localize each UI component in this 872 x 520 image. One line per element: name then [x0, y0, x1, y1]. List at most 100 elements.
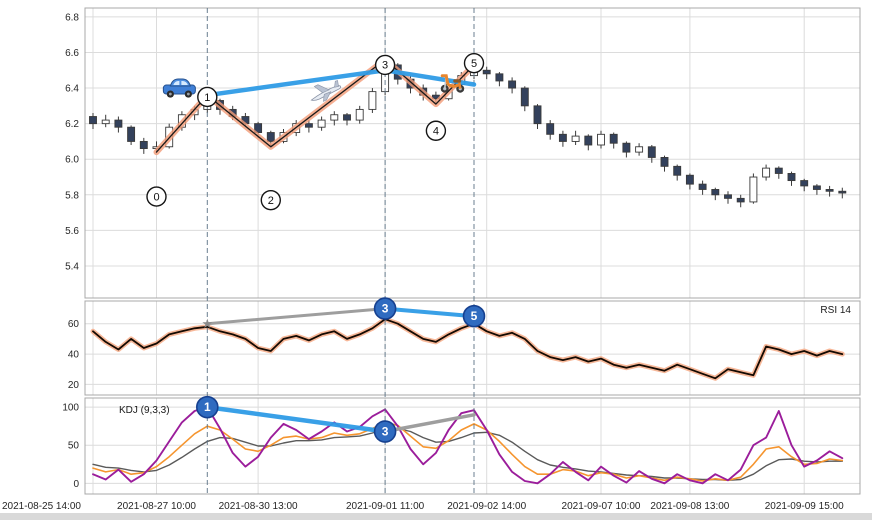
car-hubcap: [168, 92, 172, 96]
rsi-trend-line-blue: [383, 306, 476, 319]
y-tick-label: 5.8: [65, 190, 79, 201]
candle-body: [609, 133, 618, 144]
marker-label: 1: [204, 400, 211, 414]
rsi-trend-line-gray: [205, 307, 387, 326]
marker-circle: [463, 52, 485, 74]
price-marker-0: 0: [146, 186, 167, 207]
candle-body: [660, 156, 669, 167]
x-tick-label: 2021-08-27 10:00: [117, 501, 196, 512]
rsi-indicator-label: RSI 14: [820, 305, 851, 316]
candle-body: [343, 114, 351, 121]
candle-body: [635, 146, 644, 153]
candle-body: [774, 167, 783, 174]
airplane-icon: [310, 80, 342, 102]
candle-body: [838, 190, 847, 194]
rsi-marker-5: 5: [462, 304, 486, 328]
candle-body: [571, 135, 580, 142]
x-tick-label: 2021-09-02 14:00: [447, 501, 526, 512]
scooter-rear: [458, 81, 462, 89]
candle-body: [114, 119, 123, 128]
star-marker: ★: [201, 316, 213, 331]
candle-body: [495, 73, 504, 82]
panel-border: [84, 397, 861, 495]
y-tick-label: 0: [73, 479, 79, 490]
price-panel: 6.8 6.6 6.4 6.2 6.0 5.8 5.6 5.4: [65, 7, 861, 299]
marker-label: 3: [382, 425, 389, 439]
marker-label: 0: [153, 191, 159, 203]
price-marker-1: 1: [197, 86, 218, 108]
candle-body: [724, 194, 732, 199]
marker-label: 5: [471, 58, 477, 70]
candle-body: [127, 126, 136, 142]
marker-label: 4: [433, 126, 439, 138]
x-tick-label: 2021-09-09 15:00: [765, 501, 844, 512]
price-marker-3: 3: [374, 54, 396, 76]
candle-body: [520, 87, 529, 107]
y-tick-label: 50: [68, 441, 80, 452]
candle-body: [533, 105, 542, 125]
marker-label: 5: [471, 309, 478, 323]
marker-circle: [196, 395, 219, 419]
scooter-body: [440, 74, 460, 88]
candle-body: [508, 80, 517, 89]
y-tick-label: 40: [68, 350, 80, 361]
x-tick-label: 2021-08-25 14:00: [2, 501, 81, 512]
kdj-trend-line-blue: [205, 404, 388, 434]
candle-body: [698, 183, 707, 190]
zigzag-line: [155, 58, 475, 153]
candle-body: [368, 91, 377, 110]
y-tick-label: 6.0: [65, 155, 79, 166]
panel-background: [85, 8, 860, 298]
x-tick-label: 2021-09-08 13:00: [650, 501, 729, 512]
kdj-k-line: [92, 421, 844, 482]
y-tick-label: 6.4: [65, 84, 79, 95]
plane-wing: [313, 84, 330, 94]
marker-circle: [146, 186, 167, 207]
rsi-line: [92, 318, 844, 380]
candle-body: [254, 123, 263, 133]
candle-body: [622, 142, 631, 153]
candle-body: [800, 180, 809, 187]
kdj-marker-3: 3: [373, 420, 397, 443]
candle-body: [825, 189, 834, 192]
y-tick-label: 6.6: [65, 48, 79, 59]
y-tick-label: 6.2: [65, 119, 79, 130]
plane-fuselage: [310, 85, 342, 101]
car-icon: [162, 78, 196, 98]
candle-body: [812, 185, 821, 190]
kdj-indicator-label: KDJ (9,3,3): [119, 405, 170, 416]
x-tick-label: 2021-09-07 10:00: [562, 501, 641, 512]
kdj-marker-1: 1: [196, 395, 219, 419]
x-tick-label: 2021-09-01 11:00: [346, 501, 425, 512]
price-marker-2: 2: [260, 189, 281, 211]
marker-label: 1: [204, 92, 210, 104]
marker-circle: [374, 54, 396, 76]
bottom-strip: [0, 513, 872, 520]
marker-circle: [373, 420, 397, 443]
y-tick-label: 6.8: [65, 12, 79, 23]
candle-body: [749, 176, 758, 203]
y-tick-label: 5.6: [65, 226, 79, 237]
marker-circle: [425, 120, 447, 141]
candle-body: [355, 108, 364, 121]
y-tick-label: 100: [62, 403, 79, 414]
candle-body: [584, 135, 593, 146]
candle-body: [482, 69, 491, 75]
marker-label: 3: [382, 60, 388, 72]
panel-border: [84, 7, 861, 299]
marker-circle: [197, 86, 218, 108]
kdj-j-line: [92, 406, 844, 485]
candlestick-series: [89, 59, 847, 208]
candle-body: [685, 174, 694, 185]
y-tick-label: 60: [68, 319, 80, 330]
candle-body: [787, 173, 796, 182]
candle-body: [736, 197, 745, 203]
y-tick-label: 5.4: [65, 261, 79, 272]
scooter-icon: [440, 74, 465, 93]
candle-body: [597, 133, 605, 146]
candle-body: [762, 167, 771, 178]
airplane-shape: [310, 80, 342, 102]
candle-body: [546, 123, 555, 135]
